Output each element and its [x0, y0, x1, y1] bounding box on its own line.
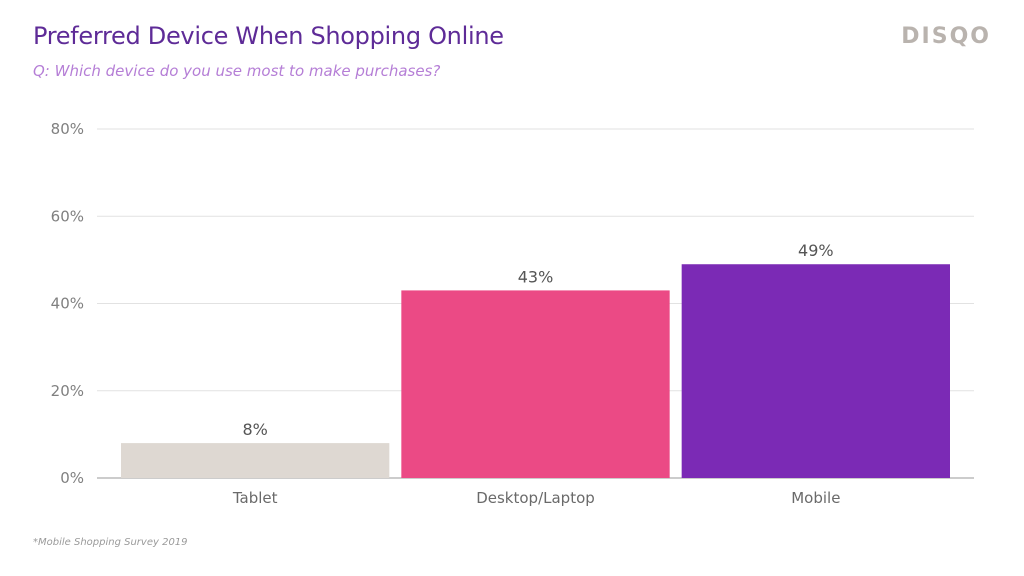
y-tick-label: 20% [51, 382, 84, 400]
x-category-label: Desktop/Laptop [476, 489, 595, 507]
disqo-logo: DISQO [901, 24, 991, 49]
footnote: *Mobile Shopping Survey 2019 [33, 537, 188, 548]
y-tick-label: 40% [51, 295, 84, 313]
bar-tablet [121, 443, 390, 478]
data-label: 49% [798, 241, 834, 260]
chart-title: Preferred Device When Shopping Online [33, 22, 504, 50]
x-category-label: Tablet [232, 489, 278, 507]
data-label: 8% [242, 420, 267, 439]
data-label: 43% [518, 267, 554, 286]
bar-desktop-laptop [401, 290, 670, 478]
y-tick-label: 0% [60, 469, 84, 487]
x-category-label: Mobile [791, 489, 840, 507]
chart-subtitle: Q: Which device do you use most to make … [33, 62, 441, 80]
y-tick-label: 80% [51, 120, 84, 138]
bar-mobile [681, 264, 950, 478]
y-tick-label: 60% [51, 207, 84, 225]
